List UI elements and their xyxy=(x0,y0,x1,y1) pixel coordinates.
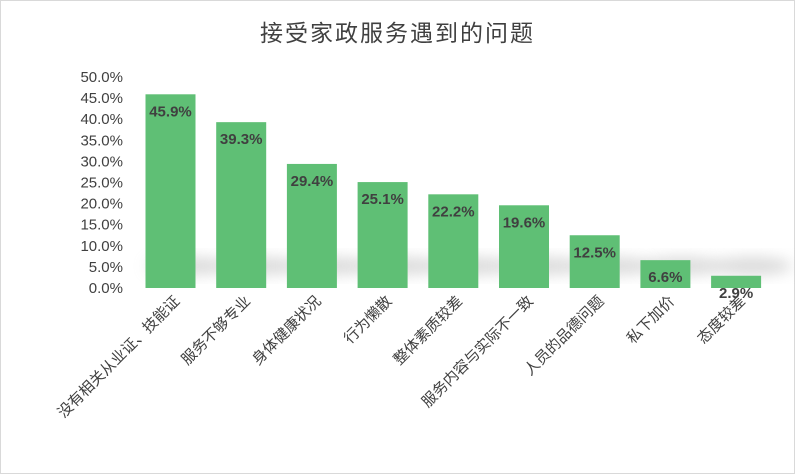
bar-shadow xyxy=(712,257,793,275)
category-label: 服务不够专业 xyxy=(178,292,254,368)
bar xyxy=(499,205,549,288)
y-tick-label: 50.0% xyxy=(80,69,123,86)
data-label: 2.9% xyxy=(719,285,753,302)
y-tick-label: 35.0% xyxy=(80,132,123,149)
y-tick-label: 0.0% xyxy=(89,280,123,297)
y-axis-ticks: 0.0% 5.0% 10.0% 15.0% 20.0% 25.0% 30.0% 35.0% 40… xyxy=(80,69,123,297)
bar xyxy=(569,235,620,288)
bar xyxy=(145,94,196,288)
data-label: 6.6% xyxy=(648,269,682,286)
data-label: 39.3% xyxy=(220,131,263,148)
y-tick-label: 15.0% xyxy=(80,217,123,234)
y-tick-label: 45.0% xyxy=(80,90,123,107)
bar xyxy=(428,194,479,288)
y-tick-label: 5.0% xyxy=(89,259,123,276)
category-label: 没有相关从业证、技能证 xyxy=(54,292,183,421)
data-labels: 45.9% 39.3% 29.4% 25.1% 22.2% 19.6% 12.5% 6.6% 2… xyxy=(149,103,753,301)
data-label: 25.1% xyxy=(361,191,404,208)
category-label: 行为懒散 xyxy=(340,292,395,347)
bar xyxy=(640,260,691,288)
bars xyxy=(145,94,762,289)
chart-title: 接受家政服务遇到的问题 xyxy=(260,21,535,47)
category-label: 整体素质较差 xyxy=(390,292,466,368)
data-label: 29.4% xyxy=(291,173,334,190)
data-label: 22.2% xyxy=(432,203,475,220)
category-label: 身体健康状况 xyxy=(248,292,324,368)
bar xyxy=(711,275,762,288)
data-label: 12.5% xyxy=(573,244,616,261)
y-tick-label: 40.0% xyxy=(80,111,123,128)
data-label: 45.9% xyxy=(149,103,192,120)
y-tick-label: 30.0% xyxy=(80,153,123,170)
bar xyxy=(216,122,267,289)
y-tick-label: 10.0% xyxy=(80,238,123,255)
bar xyxy=(357,182,408,288)
y-tick-label: 20.0% xyxy=(80,196,123,213)
category-label: 私下加价 xyxy=(623,292,678,347)
data-label: 19.6% xyxy=(503,214,546,231)
bar xyxy=(286,163,337,288)
y-tick-label: 25.0% xyxy=(80,175,123,192)
